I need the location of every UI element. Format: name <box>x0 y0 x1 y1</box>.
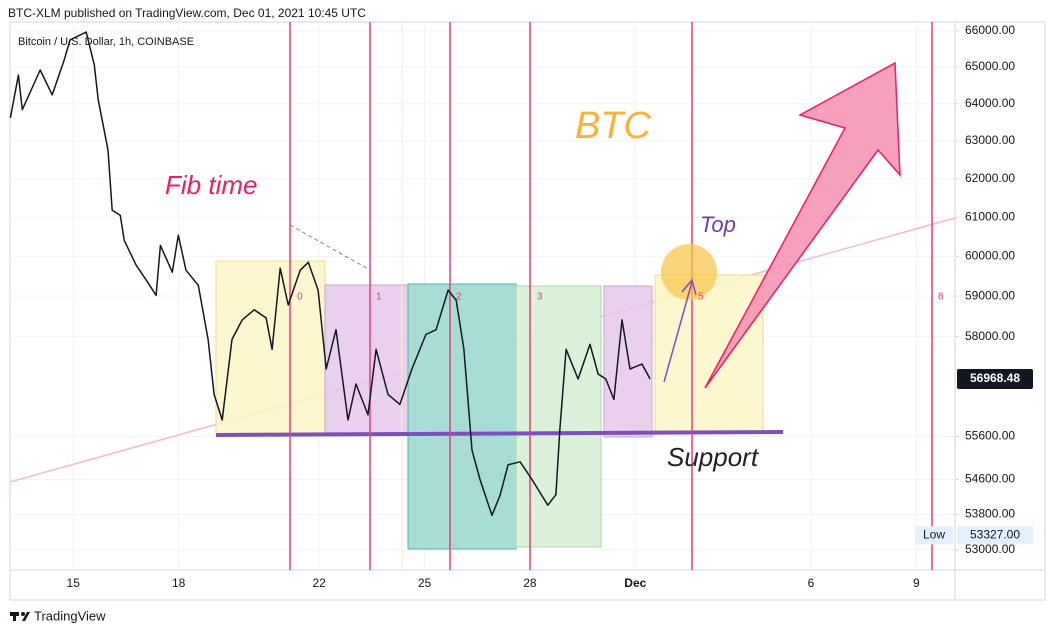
y-tick-label: 60000.00 <box>965 249 1015 263</box>
y-tick-label: 55600.00 <box>965 429 1015 443</box>
y-tick-label: 61000.00 <box>965 209 1015 223</box>
top-arrow-head <box>681 278 697 296</box>
support-label: Support <box>667 442 760 472</box>
x-tick-label: 28 <box>523 576 537 590</box>
y-tick-label: 58000.00 <box>965 329 1015 343</box>
y-tick-label: 66000.00 <box>965 23 1015 37</box>
top-arrow <box>663 281 693 383</box>
fib-label: 5 <box>698 292 704 303</box>
x-tick-label: 9 <box>913 576 920 590</box>
fib-time-label: Fib time <box>165 170 257 200</box>
y-tick-label: 53000.00 <box>965 542 1015 556</box>
logo-mark <box>13 612 16 621</box>
y-tick-label: 54600.00 <box>965 472 1015 486</box>
y-tick-label: 62000.00 <box>965 171 1015 185</box>
last-price-label: 56968.48 <box>970 371 1020 385</box>
range-box <box>603 285 653 438</box>
y-tick-label: 64000.00 <box>965 96 1015 110</box>
y-tick-label: 63000.00 <box>965 133 1015 147</box>
x-tick-label: 15 <box>67 576 81 590</box>
series-layer <box>9 31 651 517</box>
logo <box>10 612 30 621</box>
range-box <box>654 274 764 433</box>
fib-label: 0 <box>297 292 303 303</box>
low-tag <box>915 526 953 545</box>
symbol-legend: Bitcoin / U.S. Dollar, 1h, COINBASE <box>18 36 194 48</box>
y-tick-label: 53800.00 <box>965 507 1015 521</box>
fib-label: 8 <box>938 292 944 303</box>
x-tick-label: 6 <box>808 576 815 590</box>
fib-label: 3 <box>537 292 543 303</box>
low-value-label: 53327.00 <box>970 527 1020 541</box>
drawings <box>9 22 956 570</box>
last-price-tag <box>957 369 1033 390</box>
support-line <box>215 430 784 437</box>
low-name: Low <box>923 527 945 541</box>
top-circle <box>661 244 717 300</box>
dashed-line <box>289 224 371 271</box>
low-value-tag <box>957 526 1033 545</box>
x-tick-label: 18 <box>172 576 186 590</box>
up-arrow <box>704 61 901 389</box>
x-tick-label: 22 <box>312 576 326 590</box>
footer: TradingView <box>34 608 106 623</box>
frame <box>9 21 1046 601</box>
overlays: Fib time BTC Top Support 0 1 2 3 5 8 <box>165 61 944 472</box>
x-tick-label: 25 <box>418 576 432 590</box>
range-box <box>215 260 326 435</box>
price-line <box>9 31 651 517</box>
top-label: Top <box>700 212 736 237</box>
header: BTC-XLM published on TradingView.com, De… <box>8 6 366 20</box>
y-tick-label: 59000.00 <box>965 288 1015 302</box>
logo-mark <box>21 612 25 616</box>
x-tick-label: Dec <box>624 576 646 590</box>
btc-label: BTC <box>575 105 652 147</box>
range-box <box>407 283 517 550</box>
y-tick-label: 65000.00 <box>965 59 1015 73</box>
range-box <box>515 285 602 548</box>
fib-label: 1 <box>376 292 382 303</box>
logo-mark <box>22 612 30 621</box>
fib-label: 2 <box>456 292 462 303</box>
